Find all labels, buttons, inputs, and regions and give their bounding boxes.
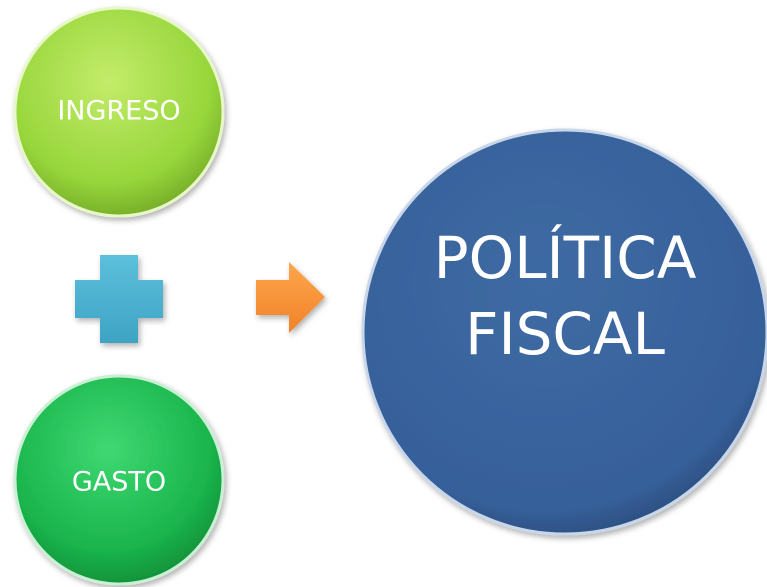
node-label: GASTO	[72, 467, 166, 498]
node-circle	[13, 374, 225, 586]
node-label: FISCAL	[465, 300, 665, 368]
gasto-node: GASTO	[13, 374, 225, 586]
node-label: POLÍTICA	[434, 223, 697, 292]
ingreso-node: INGRESO	[13, 6, 225, 218]
arrow-icon	[256, 262, 325, 333]
plus-icon	[75, 255, 163, 343]
node-circle	[13, 6, 225, 218]
node-label: INGRESO	[57, 96, 180, 127]
node-circle	[361, 128, 767, 536]
politica-fiscal-node: POLÍTICA FISCAL	[361, 128, 767, 536]
